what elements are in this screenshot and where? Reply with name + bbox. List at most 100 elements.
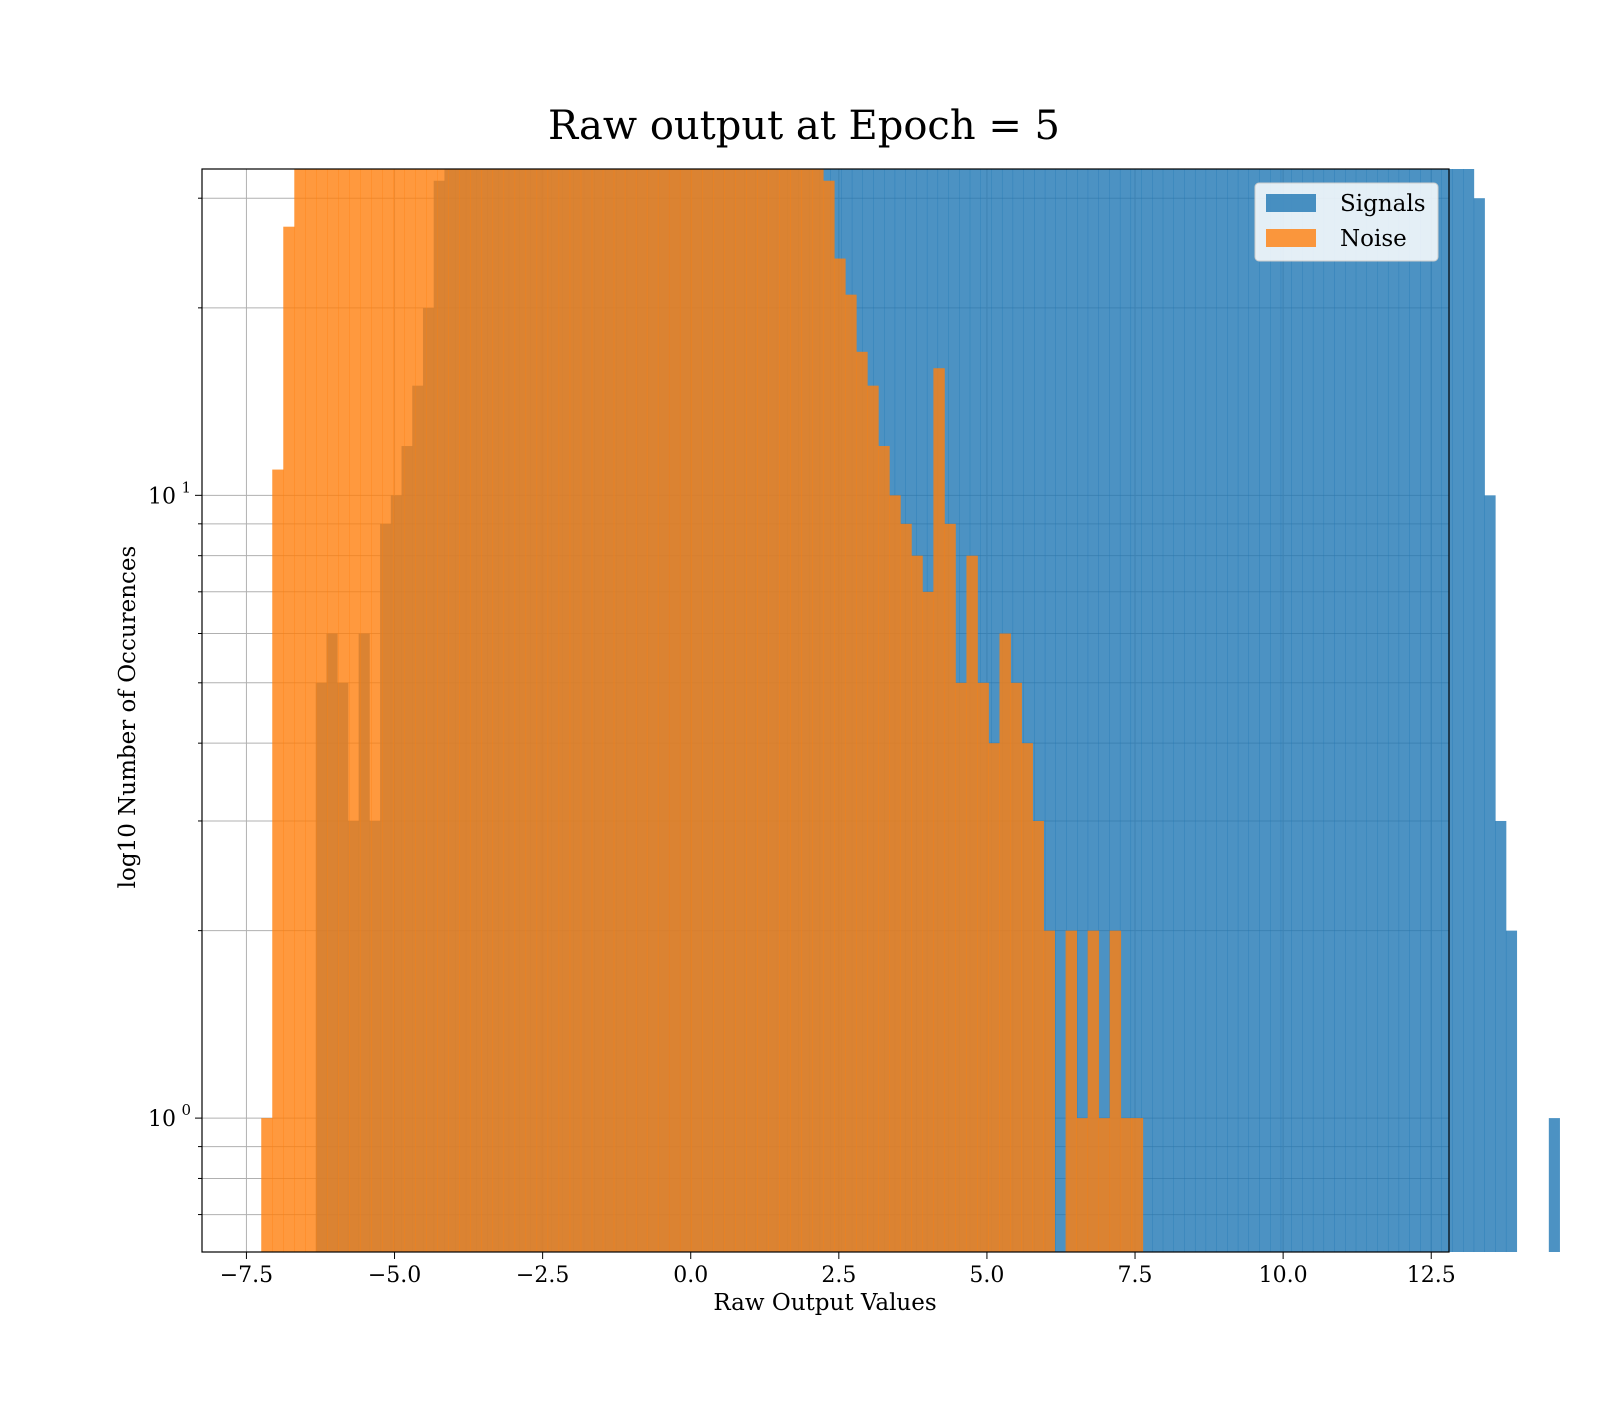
signals-bar (1463, 169, 1475, 1252)
noise-bar (393, 169, 405, 1252)
noise-bar (426, 169, 438, 1252)
noise-bar (735, 169, 747, 1252)
signals-bar (1184, 169, 1196, 1252)
noise-bar (1109, 930, 1122, 1252)
noise-bar (503, 169, 516, 1252)
noise-bar (779, 169, 791, 1252)
signals-bar (1387, 169, 1400, 1252)
noise-bar (514, 169, 527, 1252)
noise-bar (889, 495, 901, 1252)
noise-bar (459, 169, 471, 1252)
signals-bar (1119, 169, 1132, 1252)
noise-bar (713, 169, 725, 1252)
noise-bar (1043, 930, 1055, 1252)
noise-bar (305, 169, 317, 1252)
signals-bar (1409, 169, 1421, 1252)
noise-bar (679, 169, 692, 1252)
noise-bar (878, 446, 890, 1253)
noise-bar (624, 169, 637, 1252)
noise-bar (657, 169, 670, 1252)
signals-bar (1248, 169, 1260, 1252)
x-tick-label: 7.5 (1118, 1263, 1153, 1288)
x-tick-label: −5.0 (368, 1263, 421, 1288)
x-tick-label: 0.0 (673, 1263, 708, 1288)
signals-bar (1205, 169, 1217, 1252)
noise-bar (1032, 820, 1044, 1252)
noise-bar (272, 469, 284, 1252)
signals-bar (1345, 169, 1357, 1252)
signals-bar (1237, 169, 1249, 1252)
signals-legend-label: Signals (1340, 191, 1426, 217)
signals-bar (1548, 1118, 1560, 1252)
noise-bar (746, 169, 758, 1252)
signals-bar (1505, 930, 1518, 1252)
noise-legend-label: Noise (1340, 226, 1407, 252)
signals-bar (1495, 820, 1507, 1252)
signals-bar (1366, 169, 1378, 1252)
noise-bar (635, 169, 648, 1252)
noise-bar (580, 169, 593, 1252)
noise-bar (448, 169, 460, 1252)
legend: Signals Noise (1254, 182, 1439, 262)
noise-legend-swatch (1266, 229, 1316, 247)
noise-bar (922, 591, 934, 1252)
signals-bar (1452, 169, 1464, 1252)
noise-bar (1120, 1118, 1133, 1252)
signals-bar (1130, 169, 1142, 1252)
axes: −7.5−5.0−2.50.02.55.07.510.012.510010110… (148, 168, 1456, 1288)
bars (261, 169, 1560, 1253)
noise-bar (536, 169, 549, 1252)
noise-bar (701, 169, 714, 1252)
signals-bar (1152, 169, 1164, 1252)
signals-bar (1044, 169, 1056, 1252)
signals-bar (1398, 169, 1410, 1252)
signals-bar (1484, 495, 1496, 1252)
y-tick-exponent: 1 (181, 478, 191, 496)
noise-bar (327, 169, 339, 1252)
noise-bar (558, 169, 571, 1252)
noise-bar (845, 294, 857, 1252)
signals-legend-swatch (1266, 194, 1316, 212)
signals-bar (1302, 169, 1314, 1252)
signals-bar (1066, 169, 1078, 1252)
x-tick-label: 2.5 (821, 1263, 856, 1288)
signals-bar (1355, 169, 1367, 1252)
signals-bar (1377, 169, 1389, 1252)
y-axis-label: log10 Number of Occurences (115, 546, 141, 889)
noise-bar (1087, 930, 1100, 1252)
noise-bar (834, 258, 846, 1252)
signals-bar (1420, 169, 1432, 1252)
noise-bar (602, 169, 615, 1252)
signals-bar (1441, 169, 1453, 1252)
noise-bar (371, 169, 383, 1252)
signals-bar (1430, 169, 1442, 1252)
x-tick-label: −2.5 (516, 1263, 569, 1288)
signals-bar (1023, 169, 1035, 1252)
noise-bar (481, 169, 494, 1252)
signals-bar (1291, 169, 1303, 1252)
noise-bar (911, 555, 923, 1252)
signals-bar (1077, 169, 1089, 1252)
x-tick-label: 10.0 (1259, 1263, 1308, 1288)
noise-bar (668, 169, 681, 1252)
noise-bar (724, 169, 736, 1252)
noise-bar (1131, 1118, 1144, 1252)
noise-bar (933, 368, 945, 1252)
noise-bar (338, 169, 350, 1252)
signals-bar (1034, 169, 1046, 1252)
noise-bar (349, 169, 361, 1252)
noise-bar (690, 169, 703, 1252)
noise-bar (646, 169, 659, 1252)
noise-bar (999, 633, 1011, 1252)
signals-bar (1173, 169, 1185, 1252)
x-tick-label: 5.0 (969, 1263, 1004, 1288)
chart-title: Raw output at Epoch = 5 (548, 103, 1060, 149)
noise-bar (856, 351, 868, 1252)
signals-bar (1216, 169, 1228, 1252)
noise-bar (1021, 743, 1033, 1252)
plot-frame (201, 168, 1450, 1253)
noise-bar (812, 169, 824, 1252)
signals-bar (1141, 169, 1153, 1252)
noise-bar (944, 523, 956, 1252)
